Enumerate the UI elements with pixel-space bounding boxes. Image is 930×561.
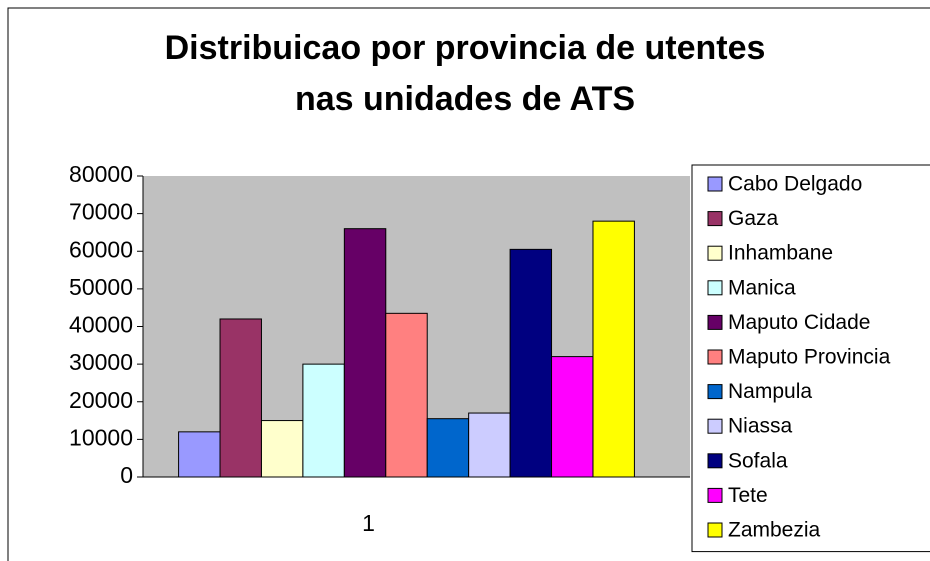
legend-label: Manica <box>728 276 796 299</box>
legend-swatch <box>707 487 723 503</box>
legend-label: Inhambane <box>728 242 833 265</box>
legend-swatch <box>707 314 723 330</box>
y-tick-label: 80000 <box>69 161 133 187</box>
chart-title: nas unidades de ATS <box>295 80 635 118</box>
legend-swatch <box>707 211 723 227</box>
bar <box>592 220 635 478</box>
y-tick-label: 70000 <box>69 199 133 225</box>
legend-label: Gaza <box>728 207 779 230</box>
y-tick-label: 30000 <box>69 349 133 375</box>
y-tick-label: 20000 <box>69 387 133 413</box>
bar <box>260 420 304 478</box>
legend-swatch <box>707 176 723 192</box>
legend-label: Maputo Cidade <box>728 311 870 334</box>
y-tick-label: 60000 <box>69 236 133 262</box>
legend-label: Cabo Delgado <box>728 173 862 196</box>
bar <box>509 248 553 478</box>
legend-swatch <box>707 453 723 469</box>
legend-label: Zambezia <box>728 519 821 542</box>
legend-label: Sofala <box>728 449 788 472</box>
legend-swatch <box>707 522 723 538</box>
y-tick-label: 10000 <box>69 424 133 450</box>
legend-label: Maputo Provincia <box>728 346 891 369</box>
y-tick-label: 0 <box>120 462 133 488</box>
bar <box>343 228 387 478</box>
bar <box>468 412 511 478</box>
y-tick-label: 40000 <box>69 312 133 338</box>
legend-swatch <box>707 349 723 365</box>
y-tick-label: 50000 <box>69 274 133 300</box>
legend-swatch <box>707 245 723 261</box>
x-tick-label: 1 <box>362 510 375 536</box>
bar <box>302 363 345 478</box>
legend-swatch <box>707 280 723 296</box>
bar <box>551 356 594 478</box>
legend-label: Niassa <box>728 415 793 438</box>
chart-title: Distribuicao por provincia de utentes <box>165 29 766 67</box>
legend-label: Tete <box>728 484 768 507</box>
legend-swatch <box>707 418 723 434</box>
bar <box>219 318 262 478</box>
bar <box>426 418 470 478</box>
legend-swatch <box>707 384 723 400</box>
bar <box>178 431 221 478</box>
legend-box <box>691 164 930 553</box>
bar <box>385 312 428 478</box>
legend-label: Nampula <box>728 380 812 403</box>
